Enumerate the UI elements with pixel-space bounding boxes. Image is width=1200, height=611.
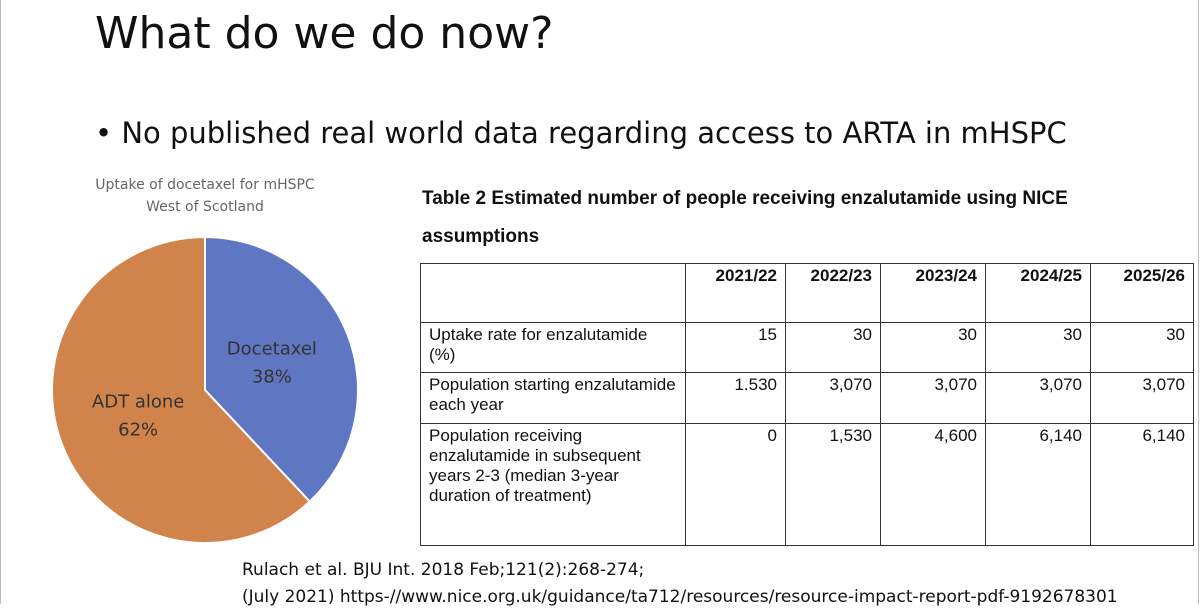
row-label: Population receiving enzalutamide in sub… — [420, 423, 686, 546]
reference: Rulach et al. BJU Int. 2018 Feb;121(2):2… — [242, 560, 645, 580]
slide-title: What do we do now? — [95, 8, 554, 59]
slice-value-label: 38% — [252, 367, 292, 388]
header-cell: 2025/26 — [1090, 263, 1194, 323]
table-cell: 30 — [785, 322, 881, 373]
header-row: 2021/22 2022/23 2023/24 2024/25 2025/26 — [420, 263, 1194, 323]
row-label: Population starting enzalutamide each ye… — [420, 372, 686, 424]
table-cell: 6,140 — [985, 423, 1091, 546]
table-cell: 3,070 — [985, 372, 1091, 424]
table-cell: 1,530 — [785, 423, 881, 546]
slice-label: ADT alone — [92, 391, 184, 412]
table-row: Uptake rate for enzalutamide (%) 15 30 30 30… — [420, 322, 1194, 373]
table-cell: 30 — [1090, 322, 1194, 373]
table-row: Population starting enzalutamide each ye… — [420, 372, 1194, 424]
table-cell: 3,070 — [785, 372, 881, 424]
bullet-text: No published real world data regarding a… — [121, 116, 1067, 150]
reference: (July 2021) https-//www.nice.org.uk/guid… — [242, 587, 1118, 607]
table-cell: 1.530 — [685, 372, 786, 424]
table-cell: 4,600 — [880, 423, 986, 546]
chart-title: Uptake of docetaxel for mHSPC — [95, 177, 315, 193]
references: Rulach et al. BJU Int. 2018 Feb;121(2):2… — [242, 557, 1200, 611]
slice-value-label: 62% — [118, 419, 158, 440]
chart-subtitle: West of Scotland — [146, 199, 264, 215]
table-row: Population receiving enzalutamide in sub… — [420, 423, 1194, 546]
header-cell: 2023/24 — [880, 263, 986, 323]
corner-cell — [420, 263, 686, 323]
table-cell: 30 — [880, 322, 986, 373]
table-cell: 6,140 — [1090, 423, 1194, 546]
table-cell: 3,070 — [880, 372, 986, 424]
pie-slice — [51, 235, 312, 544]
header-cell: 2021/22 — [685, 263, 786, 323]
bullet: • No published real world data regarding… — [95, 116, 1067, 150]
header-cell: 2024/25 — [985, 263, 1091, 323]
data-table: 2021/22 2022/23 2023/24 2024/25 2025/26 Upta… — [420, 263, 1194, 546]
table-cell: 15 — [685, 322, 786, 373]
slice-label: Docetaxel — [227, 339, 317, 360]
pie-chart: Uptake of docetaxel for mHSPC West of Sc… — [51, 177, 359, 544]
table-cell: 0 — [685, 423, 786, 546]
row-label: Uptake rate for enzalutamide (%) — [420, 322, 686, 373]
pie-slice — [204, 235, 359, 503]
table-caption: Table 2 Estimated number of people recei… — [422, 188, 1068, 247]
table-cell: 30 — [985, 322, 1091, 373]
header-cell: 2022/23 — [785, 263, 881, 323]
table-cell: 3,070 — [1090, 372, 1194, 424]
